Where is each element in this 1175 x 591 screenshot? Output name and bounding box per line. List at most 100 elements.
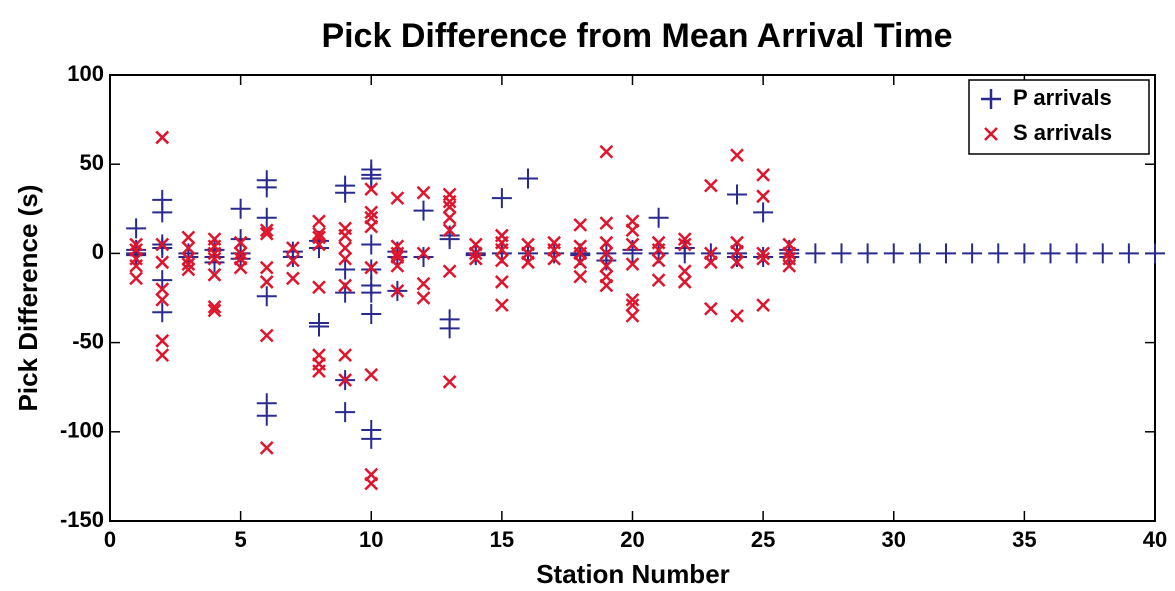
point (857, 243, 878, 264)
point (152, 238, 173, 259)
point (285, 241, 300, 255)
point (442, 264, 457, 279)
y-tick-label: -150 (60, 507, 104, 532)
point (756, 298, 771, 313)
point (181, 241, 196, 255)
point (651, 242, 666, 257)
point (468, 246, 483, 261)
point (259, 226, 274, 241)
point (674, 238, 695, 259)
point (309, 238, 329, 259)
point (416, 246, 431, 261)
point (1118, 243, 1139, 264)
point (622, 243, 643, 264)
point (1092, 243, 1113, 264)
point (599, 259, 614, 273)
point (494, 242, 509, 257)
point (152, 302, 173, 323)
point (494, 298, 509, 313)
legend-box (968, 79, 1150, 155)
point (256, 177, 277, 198)
point (282, 246, 303, 267)
point (155, 333, 170, 348)
point (1014, 243, 1035, 264)
point (338, 251, 353, 266)
point (442, 200, 457, 214)
plot-frame (109, 74, 1156, 522)
point (390, 283, 405, 298)
point (416, 185, 431, 200)
point (207, 267, 222, 282)
point (390, 259, 405, 273)
point (204, 252, 225, 273)
point (909, 243, 930, 264)
point (936, 243, 956, 264)
point (361, 428, 382, 449)
point (831, 243, 852, 264)
point (677, 237, 692, 252)
point (181, 262, 196, 277)
x-tick-label: 40 (1143, 527, 1167, 552)
point (309, 316, 329, 337)
point (753, 246, 774, 267)
point (129, 259, 144, 273)
point (1040, 243, 1061, 264)
y-tick-label: -50 (72, 328, 104, 353)
point (648, 207, 669, 228)
point (730, 255, 744, 270)
point (155, 292, 170, 307)
point (259, 328, 274, 343)
legend-marker (984, 127, 998, 141)
point (494, 253, 509, 268)
point (390, 246, 405, 261)
point (364, 260, 379, 275)
point (129, 237, 144, 252)
point (338, 373, 353, 387)
point (338, 228, 353, 243)
point (468, 251, 483, 266)
point (338, 278, 353, 293)
point (181, 230, 196, 245)
point (625, 298, 640, 313)
point (259, 260, 274, 275)
point (625, 257, 640, 271)
x-tick-label: 20 (620, 527, 644, 552)
point (413, 246, 434, 267)
point (625, 292, 640, 307)
y-axis-label: Pick Difference (s) (13, 185, 43, 412)
point (651, 273, 666, 288)
point (207, 303, 222, 318)
point (599, 216, 614, 230)
point (129, 271, 144, 286)
point (312, 280, 326, 295)
point (599, 144, 614, 159)
point (883, 243, 904, 264)
point (361, 168, 382, 189)
point (782, 259, 797, 273)
point (155, 130, 170, 145)
point (126, 218, 147, 239)
point (756, 168, 771, 182)
y-tick-label: -100 (60, 418, 104, 443)
point (155, 255, 170, 270)
point (491, 188, 512, 209)
point (625, 223, 640, 238)
point (988, 243, 1009, 264)
point (1066, 243, 1087, 264)
point (285, 253, 300, 268)
point (152, 202, 173, 223)
y-tick-label: 100 (67, 61, 104, 86)
x-tick-label: 35 (1012, 527, 1036, 552)
point (547, 251, 562, 266)
point (782, 246, 797, 261)
point (703, 301, 718, 316)
point (727, 184, 747, 205)
point (521, 255, 535, 270)
point (442, 194, 457, 209)
x-axis-label: Station Number (536, 559, 730, 589)
point (599, 235, 614, 250)
point (677, 232, 692, 247)
point (625, 308, 640, 323)
point (312, 237, 326, 252)
legend-label: S arrivals (1013, 120, 1112, 145)
